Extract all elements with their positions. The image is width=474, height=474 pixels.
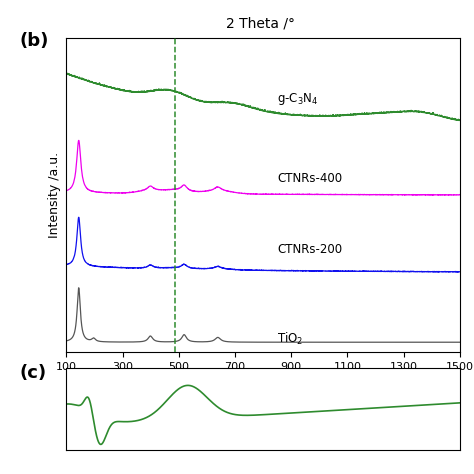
Text: CTNRs-200: CTNRs-200 [277, 243, 342, 256]
Text: g-C$_3$N$_4$: g-C$_3$N$_4$ [277, 91, 319, 107]
Text: (c): (c) [19, 364, 46, 382]
X-axis label: Raman shift /cm⁻¹: Raman shift /cm⁻¹ [206, 377, 320, 390]
Text: CTNRs-400: CTNRs-400 [277, 173, 342, 185]
Y-axis label: Intensity /a.u.: Intensity /a.u. [48, 152, 61, 238]
Text: TiO$_2$: TiO$_2$ [277, 331, 303, 347]
Text: (b): (b) [19, 32, 48, 50]
Text: 2 Theta /°: 2 Theta /° [226, 17, 295, 31]
